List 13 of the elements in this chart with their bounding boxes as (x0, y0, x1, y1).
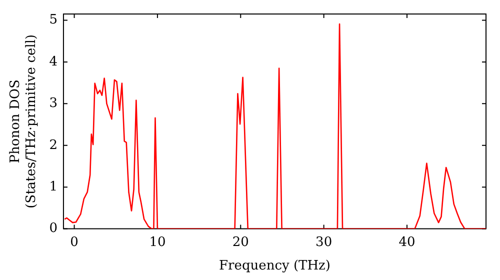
y-tick-label: 0 (49, 221, 58, 236)
y-axis-title: Phonon DOS (States/THz·primitive cell) (8, 34, 39, 208)
y-tick-label: 1 (49, 179, 58, 194)
y-tick-label: 2 (49, 138, 58, 153)
y-tick-label: 3 (49, 96, 58, 112)
x-tick-label: 0 (70, 234, 78, 250)
y-tick-label: 5 (49, 12, 58, 28)
x-tick-label: 40 (398, 234, 416, 250)
x-tick-label: 30 (316, 234, 332, 250)
y-tick-label: 4 (49, 54, 58, 70)
x-tick-label: 20 (232, 234, 249, 250)
x-axis-title: Frequency (THz) (219, 258, 330, 274)
x-tick-label: 10 (149, 234, 166, 250)
